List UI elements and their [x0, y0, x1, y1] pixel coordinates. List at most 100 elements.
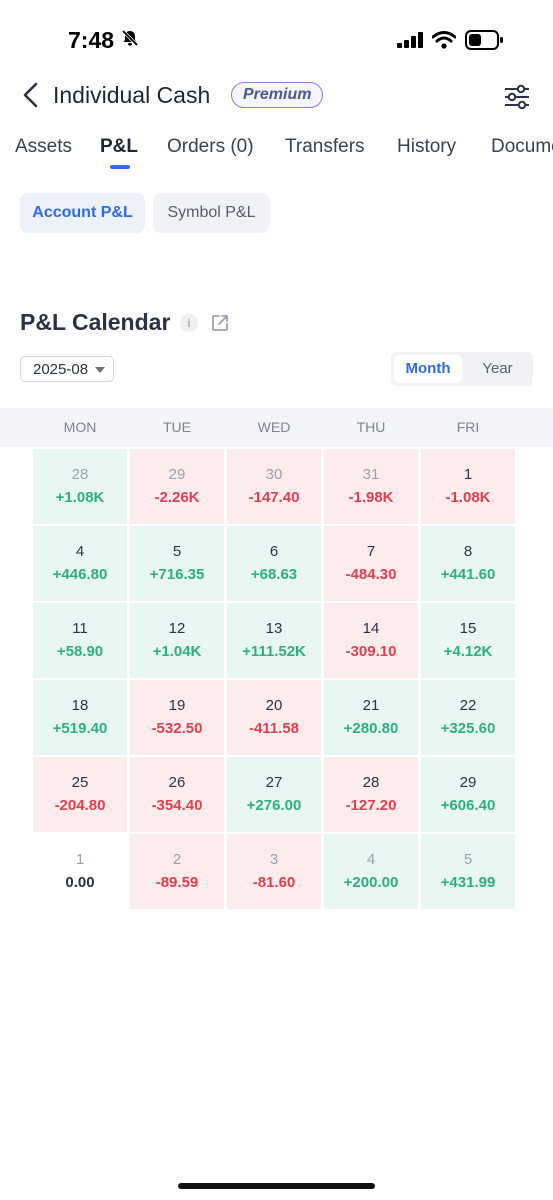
day-pnl-value: +446.80: [52, 566, 108, 583]
day-pnl-value: 0.00: [65, 874, 95, 891]
calendar-day-cell[interactable]: 3 -81.60: [227, 834, 321, 909]
calendar-day-cell[interactable]: 25 -204.80: [33, 757, 127, 832]
account-tabs: Assets P&L Orders (0) Transfers History …: [0, 132, 553, 172]
day-pnl-value: +519.40: [52, 720, 108, 737]
calendar-day-cell[interactable]: 5 +431.99: [421, 834, 515, 909]
day-number: 30: [265, 466, 283, 483]
day-pnl-value: +280.80: [343, 720, 399, 737]
day-pnl-value: +441.60: [440, 566, 496, 583]
day-number: 27: [265, 774, 283, 791]
calendar-day-cell[interactable]: 27 +276.00: [227, 757, 321, 832]
calendar-day-cell[interactable]: 8 +441.60: [421, 526, 515, 601]
day-pnl-value: -354.40: [151, 797, 203, 814]
calendar-day-cell[interactable]: 5 +716.35: [130, 526, 224, 601]
settings-button[interactable]: [502, 82, 532, 112]
day-pnl-value: +111.52K: [242, 643, 306, 660]
day-pnl-value: -309.10: [345, 643, 397, 660]
calendar-day-cell[interactable]: 1 -1.08K: [421, 449, 515, 524]
signal-icon: [397, 32, 423, 53]
wifi-icon: [431, 31, 457, 54]
day-pnl-value: +1.08K: [55, 489, 105, 506]
day-pnl-value: -127.20: [345, 797, 397, 814]
weekday-tue: TUE: [163, 419, 191, 435]
calendar-day-cell[interactable]: 20 -411.58: [227, 680, 321, 755]
premium-badge[interactable]: Premium: [231, 82, 324, 108]
battery-icon: [465, 30, 503, 55]
calendar-day-cell[interactable]: 22 +325.60: [421, 680, 515, 755]
calendar-day-cell[interactable]: 30 -147.40: [227, 449, 321, 524]
calendar-day-cell[interactable]: 4 +446.80: [33, 526, 127, 601]
day-number: 21: [362, 697, 380, 714]
day-number: 2: [172, 851, 182, 868]
day-number: 19: [168, 697, 186, 714]
account-pnl-button[interactable]: Account P&L: [20, 193, 145, 233]
tab-assets[interactable]: Assets: [15, 136, 73, 157]
day-pnl-value: +325.60: [440, 720, 496, 737]
day-number: 28: [362, 774, 380, 791]
day-number: 20: [265, 697, 283, 714]
sliders-icon: [502, 84, 532, 116]
day-number: 6: [269, 543, 279, 560]
day-number: 1: [463, 466, 473, 483]
back-button[interactable]: [16, 80, 46, 114]
tab-history[interactable]: History: [397, 136, 457, 157]
calendar-day-cell[interactable]: 14 -309.10: [324, 603, 418, 678]
calendar-grid: 28 +1.08K 29 -2.26K 30 -147.40 31 -1.98K 1 -1.08K…: [0, 449, 553, 919]
active-tab-indicator: [110, 165, 130, 169]
calendar-day-cell[interactable]: 31 -1.98K: [324, 449, 418, 524]
day-number: 8: [463, 543, 473, 560]
share-icon[interactable]: [210, 313, 230, 333]
calendar-day-cell[interactable]: 26 -354.40: [130, 757, 224, 832]
calendar-day-cell[interactable]: 2 -89.59: [130, 834, 224, 909]
calendar-day-cell[interactable]: 29 +606.40: [421, 757, 515, 832]
month-select-value: 2025-08: [33, 361, 89, 378]
calendar-day-cell[interactable]: 28 +1.08K: [33, 449, 127, 524]
calendar-day-cell[interactable]: 1 0.00: [33, 834, 127, 909]
day-number: 7: [366, 543, 376, 560]
calendar-day-cell[interactable]: 6 +68.63: [227, 526, 321, 601]
tab-documents[interactable]: Documents: [491, 136, 553, 157]
day-number: 29: [168, 466, 186, 483]
day-pnl-value: -147.40: [248, 489, 300, 506]
month-select[interactable]: 2025-08: [20, 356, 114, 382]
day-number: 28: [71, 466, 89, 483]
day-pnl-value: -411.58: [248, 720, 300, 737]
day-pnl-value: -89.59: [155, 874, 199, 891]
day-pnl-value: +276.00: [246, 797, 302, 814]
calendar-day-cell[interactable]: 11 +58.90: [33, 603, 127, 678]
calendar-day-cell[interactable]: 12 +1.04K: [130, 603, 224, 678]
tab-pnl[interactable]: P&L: [100, 136, 138, 157]
tab-transfers[interactable]: Transfers: [285, 136, 365, 157]
day-number: 26: [168, 774, 186, 791]
symbol-pnl-button[interactable]: Symbol P&L: [153, 193, 270, 233]
day-pnl-value: +58.90: [56, 643, 104, 660]
day-number: 15: [459, 620, 477, 637]
day-number: 5: [463, 851, 473, 868]
toggle-month[interactable]: Month: [394, 355, 462, 383]
calendar-day-cell[interactable]: 28 -127.20: [324, 757, 418, 832]
status-time-group: 7:48: [68, 27, 140, 54]
day-pnl-value: -81.60: [252, 874, 296, 891]
calendar-day-cell[interactable]: 4 +200.00: [324, 834, 418, 909]
calendar-day-cell[interactable]: 18 +519.40: [33, 680, 127, 755]
day-pnl-value: +431.99: [440, 874, 496, 891]
calendar-day-cell[interactable]: 29 -2.26K: [130, 449, 224, 524]
caret-down-icon: [95, 367, 105, 373]
account-header: Individual Cash Premium: [0, 74, 553, 120]
calendar-day-cell[interactable]: 7 -484.30: [324, 526, 418, 601]
chevron-left-icon: [22, 82, 40, 113]
calendar-day-cell[interactable]: 13 +111.52K: [227, 603, 321, 678]
calendar-day-cell[interactable]: 15 +4.12K: [421, 603, 515, 678]
day-number: 18: [71, 697, 89, 714]
tab-orders[interactable]: Orders (0): [167, 136, 254, 157]
calendar-day-cell[interactable]: 21 +280.80: [324, 680, 418, 755]
calendar-day-cell[interactable]: 19 -532.50: [130, 680, 224, 755]
toggle-year[interactable]: Year: [482, 360, 513, 377]
day-number: 31: [362, 466, 380, 483]
day-pnl-value: +200.00: [343, 874, 399, 891]
info-icon[interactable]: i: [180, 314, 198, 332]
day-pnl-value: +716.35: [149, 566, 205, 583]
status-indicators: [397, 30, 503, 55]
day-number: 25: [71, 774, 89, 791]
day-pnl-value: +4.12K: [443, 643, 493, 660]
